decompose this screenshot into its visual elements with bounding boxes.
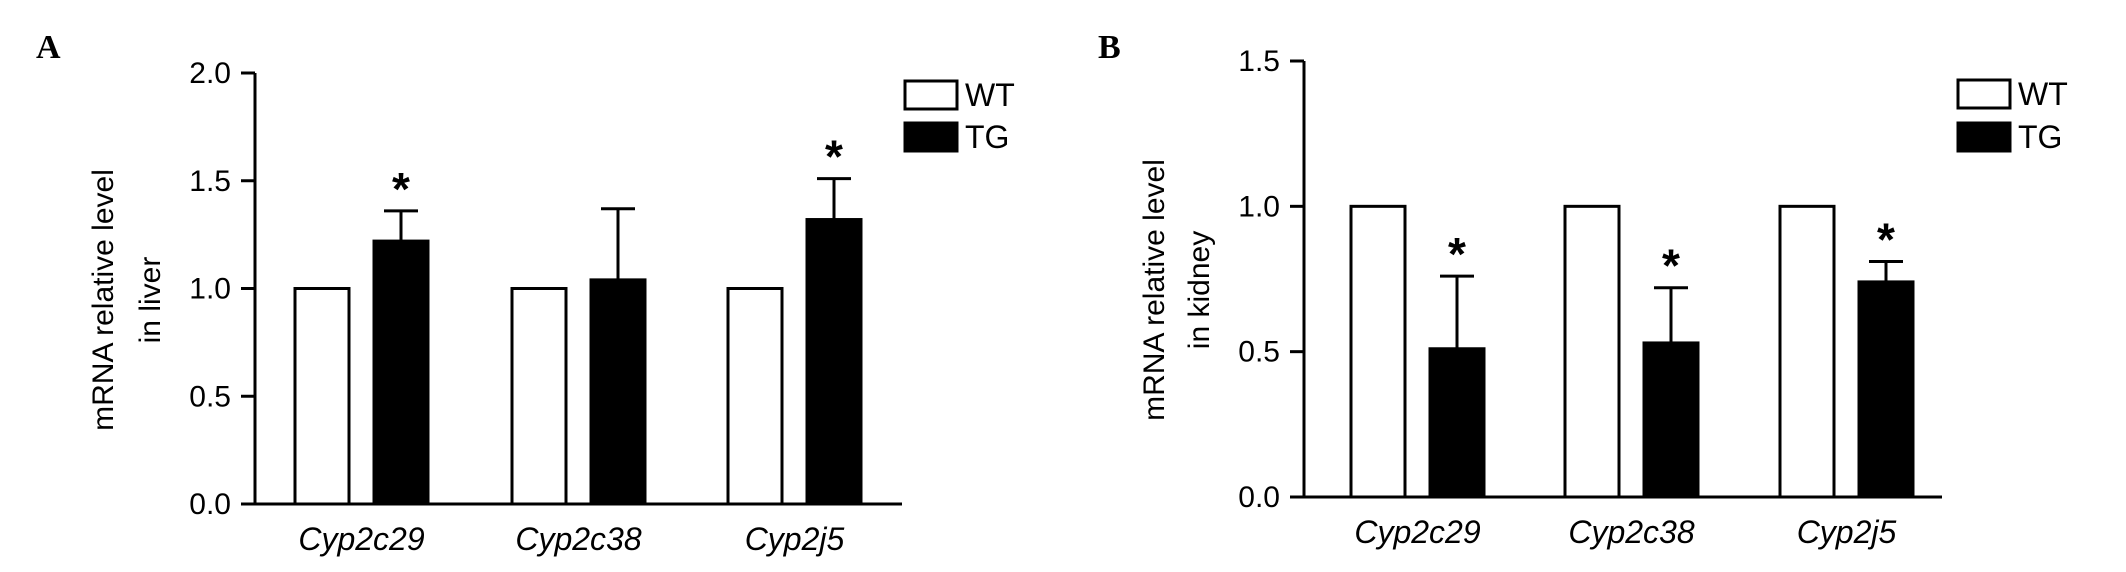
y-tick-label: 1.5 <box>189 165 231 198</box>
bar-tg-cyp2j5 <box>1857 280 1915 499</box>
legend-swatch-tg <box>1956 121 2012 153</box>
x-tick-label: Cyp2c38 <box>1568 514 1695 550</box>
y-axis-label-line: mRNA relative level <box>1138 159 1171 421</box>
bar-wt-cyp2j5 <box>1778 204 1836 499</box>
legend: WT TG <box>1956 76 2068 155</box>
legend-label-wt: WT <box>965 77 1015 113</box>
x-tick-label: Cyp2c29 <box>1354 514 1481 550</box>
y-axis-label-line: mRNA relative level <box>87 169 120 431</box>
significance-star: * <box>1662 240 1680 292</box>
y-tick-label: 1.0 <box>1238 190 1280 223</box>
legend-label-tg: TG <box>2018 119 2062 155</box>
y-tick-label: 0.5 <box>1238 336 1280 369</box>
significance-star: * <box>1448 228 1466 280</box>
x-tick-label: Cyp2c38 <box>515 521 642 557</box>
bar-wt-cyp2c29 <box>1349 204 1407 499</box>
bar-tg-cyp2c29 <box>372 239 430 506</box>
legend-swatch-wt <box>903 79 959 111</box>
bar-wt-cyp2j5 <box>726 287 784 506</box>
y-axis-label: mRNA relative level in liver <box>87 169 167 431</box>
bar-wt-cyp2c38 <box>510 287 568 506</box>
x-tick-label: Cyp2j5 <box>745 521 845 557</box>
y-tick-label: 1.0 <box>189 273 231 306</box>
y-axis-label-line: in liver <box>134 257 167 344</box>
y-tick-label: 0.0 <box>1238 481 1280 514</box>
bar-tg-cyp2j5 <box>805 218 863 506</box>
legend-label-tg: TG <box>965 119 1009 155</box>
bar-tg-cyp2c38 <box>589 278 647 506</box>
bar-wt-cyp2c38 <box>1563 204 1621 499</box>
x-tick-label: Cyp2c29 <box>298 521 425 557</box>
y-tick-label: 1.5 <box>1238 45 1280 78</box>
panel-letter: A <box>36 29 61 66</box>
panel-a: A 0.0 0.5 1.0 1.5 2.0 mRNA relative level in li… <box>36 29 1015 557</box>
y-tick-label: 2.0 <box>189 57 231 90</box>
y-axis-label-line: in kidney <box>1183 231 1216 349</box>
bar-tg-cyp2c29 <box>1428 347 1486 499</box>
bar-tg-cyp2c38 <box>1642 341 1700 499</box>
legend-swatch-tg <box>903 121 959 153</box>
significance-star: * <box>825 131 843 183</box>
legend: WT TG <box>903 77 1015 155</box>
y-axis-label: mRNA relative level in kidney <box>1138 159 1216 421</box>
significance-star: * <box>392 163 410 215</box>
y-tick-label: 0.0 <box>189 488 231 521</box>
significance-star: * <box>1877 214 1895 266</box>
legend-swatch-wt <box>1956 78 2012 110</box>
panel-letter: B <box>1098 29 1121 66</box>
x-tick-label: Cyp2j5 <box>1797 514 1897 550</box>
y-tick-label: 0.5 <box>189 380 231 413</box>
legend-label-wt: WT <box>2018 76 2068 112</box>
bar-wt-cyp2c29 <box>293 287 351 506</box>
panel-b: B 0.0 0.5 1.0 1.5 mRNA relative level in kidne… <box>1098 29 2068 550</box>
